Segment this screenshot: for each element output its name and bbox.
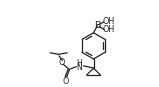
Text: H: H bbox=[77, 59, 82, 68]
Text: OH: OH bbox=[103, 25, 115, 34]
Text: B: B bbox=[94, 21, 100, 30]
Text: N: N bbox=[77, 63, 82, 72]
Text: O: O bbox=[59, 58, 65, 67]
Text: O: O bbox=[62, 77, 69, 86]
Text: OH: OH bbox=[102, 17, 114, 26]
